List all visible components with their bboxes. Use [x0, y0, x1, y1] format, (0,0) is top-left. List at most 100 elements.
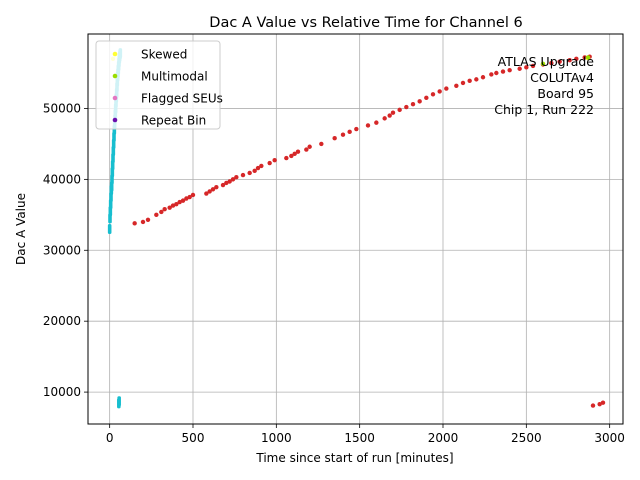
data-point: [500, 69, 506, 74]
data-point: [132, 221, 137, 226]
data-point: [557, 59, 562, 64]
data-point: [284, 155, 289, 161]
y-tick-label: 30000: [43, 243, 81, 257]
data-point: [397, 107, 402, 113]
data-point: [347, 129, 352, 135]
data-point: [390, 110, 396, 115]
data-point: [140, 219, 146, 225]
y-tick-label: 10000: [43, 385, 81, 399]
data-point: [292, 151, 297, 157]
data-point: [159, 209, 164, 215]
data-point: [387, 113, 392, 118]
data-point: [162, 206, 167, 212]
data-point: [145, 217, 151, 222]
data-point: [410, 102, 416, 107]
data-point: [295, 149, 301, 154]
data-point: [590, 403, 596, 408]
legend-label: Flagged SEUs: [141, 92, 223, 106]
y-axis-label: Dac A Value: [14, 193, 28, 265]
data-point: [210, 187, 216, 192]
data-point: [354, 126, 359, 132]
data-point: [184, 196, 189, 201]
data-point: [585, 55, 591, 60]
data-point: [227, 179, 232, 184]
legend-label: Skewed: [141, 48, 187, 62]
legend-marker: [112, 51, 118, 57]
data-point: [460, 80, 466, 86]
data-point: [507, 67, 512, 73]
legend-label: Multimodal: [141, 70, 208, 84]
x-ticks: 0 500 1000 1500 2000 2500 3000: [106, 424, 625, 445]
data-point: [170, 203, 176, 208]
data-point: [374, 120, 379, 125]
x-tick-label: 2000: [428, 431, 459, 445]
data-point: [247, 170, 252, 176]
data-point: [582, 55, 587, 60]
annotation-block: ATLAS Upgrade COLUTAv4 Board 95 Chip 1, …: [494, 54, 594, 117]
data-point: [252, 168, 257, 174]
data-point: [117, 396, 121, 407]
data-point: [574, 56, 579, 62]
legend-label: Repeat Bin: [141, 114, 206, 128]
data-point: [424, 95, 429, 101]
annotation-line-3: Board 95: [537, 86, 594, 101]
x-tick-label: 1000: [261, 431, 292, 445]
data-point: [107, 224, 112, 234]
data-point: [154, 212, 159, 218]
data-point: [174, 201, 179, 207]
x-tick-label: 1500: [344, 431, 375, 445]
data-point: [467, 78, 472, 84]
data-point: [382, 116, 387, 121]
data-point: [567, 58, 572, 63]
legend-box: [95, 40, 221, 130]
data-point: [204, 191, 209, 196]
x-tick-label: 2500: [511, 431, 542, 445]
plot-frame: [87, 33, 624, 425]
data-point: [474, 77, 479, 82]
data-point: [190, 192, 196, 198]
data-point: [489, 72, 494, 77]
data-point: [600, 400, 606, 405]
data-point: [187, 194, 192, 200]
data-point: [289, 153, 294, 159]
data-point: [494, 70, 499, 76]
legend-marker: [112, 73, 118, 79]
data-point: [340, 132, 346, 137]
data-point: [417, 99, 422, 104]
data-point: [307, 144, 312, 149]
y-ticks: 10000 20000 30000 40000 50000: [43, 101, 88, 399]
data-point: [240, 172, 246, 178]
x-axis-label: Time since start of run [minutes]: [255, 451, 453, 465]
data-point: [517, 66, 522, 71]
data-point: [437, 89, 442, 94]
data-point: [430, 92, 436, 97]
annotation-line-2: COLUTAv4: [530, 70, 594, 85]
data-point: [597, 401, 602, 407]
legend-marker: [112, 117, 118, 123]
data-point: [207, 189, 212, 194]
data-point: [267, 160, 272, 166]
data-point: [167, 205, 172, 210]
data-point: [234, 175, 239, 180]
data-point: [304, 147, 309, 152]
data-point: [319, 141, 324, 147]
data-point: [549, 60, 554, 66]
data-point: [454, 83, 459, 88]
chart-title: Dac A Value vs Relative Time for Channel…: [209, 15, 522, 31]
data-point: [480, 75, 486, 80]
data-point: [214, 184, 219, 190]
data-point: [224, 180, 229, 186]
data-point: [332, 136, 337, 141]
data-point: [530, 63, 536, 69]
data-point: [540, 61, 546, 66]
y-tick-label: 40000: [43, 172, 81, 186]
data-point: [259, 163, 264, 169]
y-tick-label: 50000: [43, 101, 81, 115]
x-tick-label: 3000: [594, 431, 625, 445]
annotation-line-1: ATLAS Upgrade: [498, 54, 595, 69]
data-point: [404, 104, 409, 110]
data-point: [180, 198, 186, 203]
annotation-line-4: Chip 1, Run 222: [494, 102, 594, 117]
data-point: [220, 182, 226, 188]
